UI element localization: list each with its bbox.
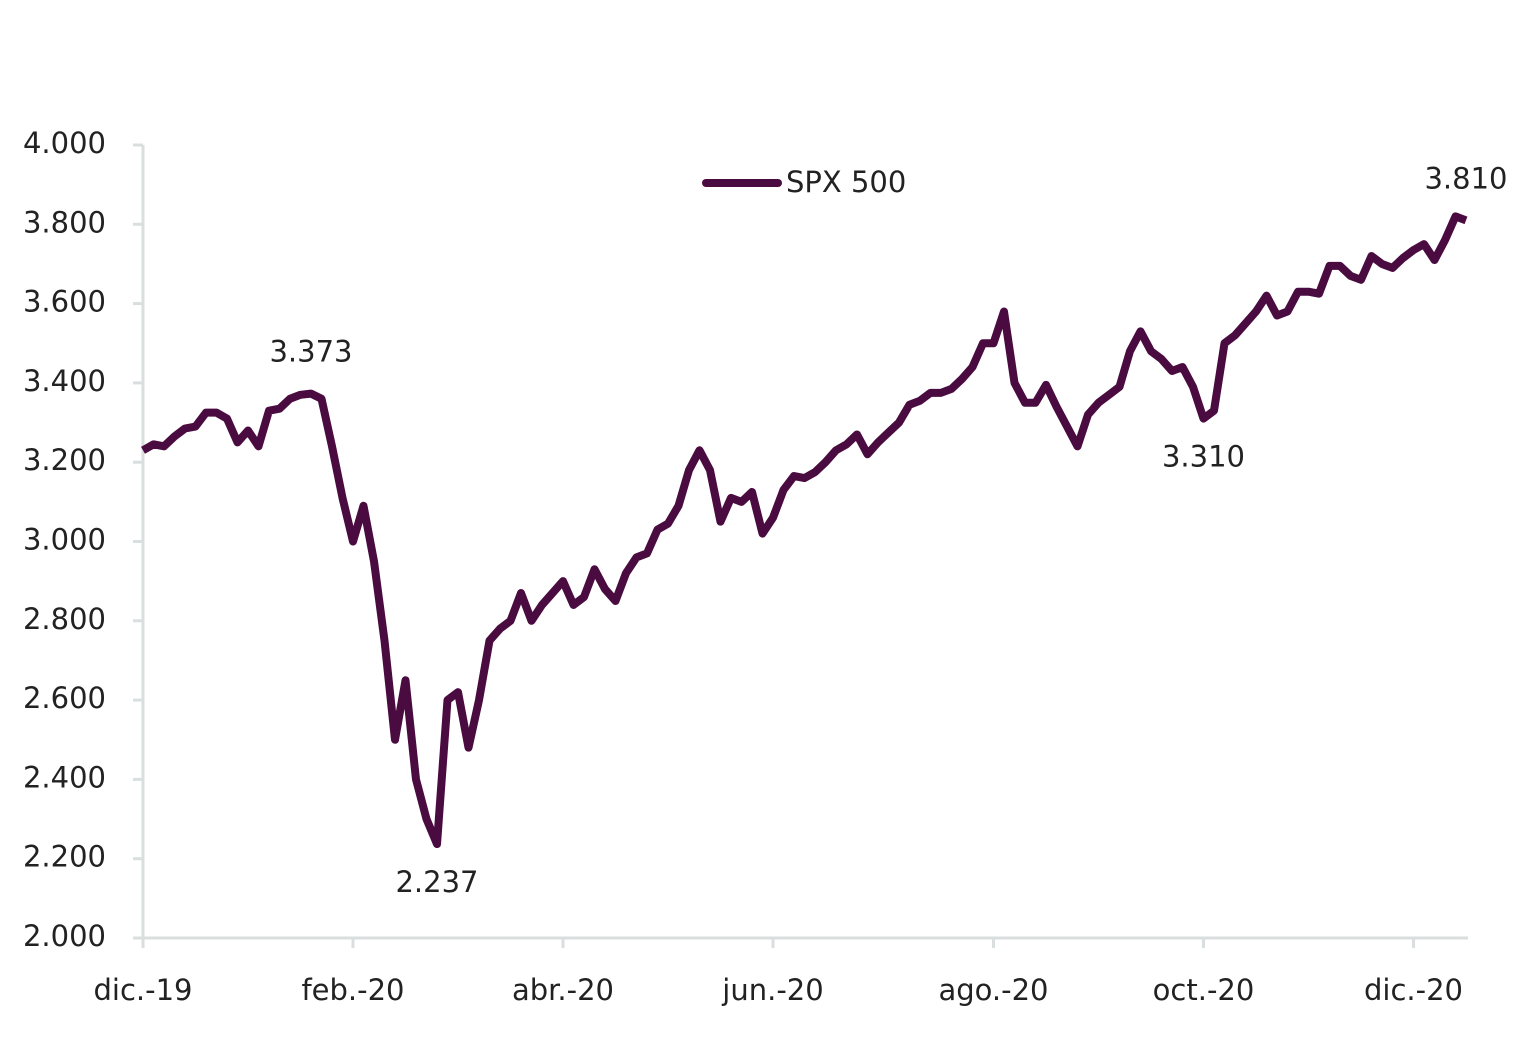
data-label: 3.810: [1424, 161, 1507, 195]
x-tick-label: dic.-19: [94, 973, 193, 1007]
legend-label: SPX 500: [786, 165, 906, 199]
y-tick-label: 3.400: [23, 364, 106, 398]
y-tick-label: 3.200: [23, 443, 106, 477]
data-label: 2.237: [395, 865, 478, 899]
y-tick-label: 2.400: [23, 760, 106, 794]
x-tick-label: abr.-20: [512, 973, 614, 1007]
series-line: [141, 212, 1468, 849]
x-tick-label: jun.-20: [721, 973, 823, 1007]
x-tick-label: dic.-20: [1364, 973, 1463, 1007]
y-tick-label: 2.000: [23, 919, 106, 953]
y-tick-label: 3.800: [23, 205, 106, 239]
x-tick-label: oct.-20: [1153, 973, 1255, 1007]
data-label: 3.373: [269, 335, 352, 369]
data-label: 3.310: [1162, 440, 1245, 474]
y-tick-label: 4.000: [23, 126, 106, 160]
y-tick-label: 2.800: [23, 602, 106, 636]
y-tick-label: 2.600: [23, 681, 106, 715]
y-tick-label: 3.000: [23, 523, 106, 557]
y-tick-label: 2.200: [23, 840, 106, 874]
x-tick-label: ago.-20: [939, 973, 1049, 1007]
x-tick-label: feb.-20: [301, 973, 404, 1007]
y-tick-label: 3.600: [23, 285, 106, 319]
